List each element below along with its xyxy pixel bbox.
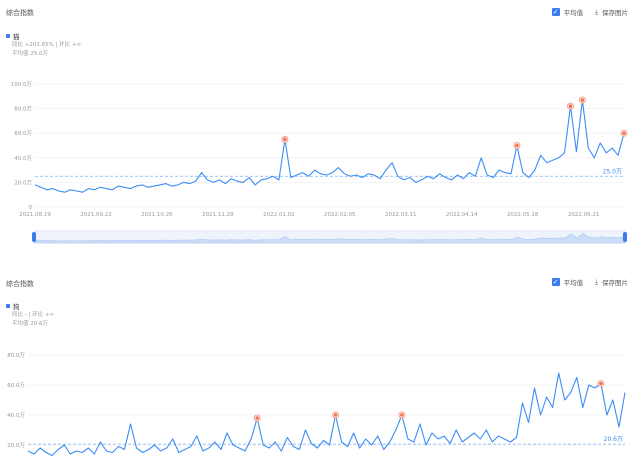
legend-color-swatch (6, 34, 10, 38)
x-tick-label: 2022.06.21 (568, 212, 600, 218)
y-tick-label: 60.0万 (14, 130, 32, 137)
legend-color-swatch (6, 304, 10, 308)
legend-label: 狗 (13, 303, 20, 311)
x-tick-label: 2021.09.22 (80, 212, 112, 218)
compare-text: 同比 - | 环比 +∞ (12, 312, 55, 318)
series-line (34, 99, 625, 193)
y-tick-label: 40.0万 (14, 155, 32, 162)
data-zoom-handle-left[interactable] (32, 232, 36, 242)
x-tick-label: 2022.02.05 (324, 212, 356, 218)
chart-panel-cat: 综合指数 ✓ 平均值 ⤓ 保存图片 猫 同比 +202.65% | 环比 +∞ … (6, 7, 628, 57)
average-checkbox[interactable]: ✓ (551, 8, 560, 16)
panel-title: 综合指数 (6, 9, 34, 17)
legend-item[interactable]: 猫 (6, 31, 20, 41)
data-zoom-handle-right[interactable] (623, 232, 627, 242)
toolbar: ✓ 平均值 ⤓ 保存图片 (551, 277, 628, 287)
y-tick-label: 100.0万 (11, 81, 33, 88)
x-tick-label: 2022.03.11 (385, 212, 417, 218)
average-checkbox[interactable]: ✓ (551, 278, 560, 286)
x-tick-label: 2021.08.19 (19, 212, 51, 218)
panel-title: 综合指数 (6, 280, 34, 288)
peak-marker-dot (568, 104, 573, 108)
average-text: 平均值 25.0万 (12, 51, 48, 57)
peak-marker-dot (580, 98, 585, 102)
data-zoom-preview (33, 232, 626, 244)
save-image-button[interactable]: 保存图片 (602, 279, 628, 287)
x-tick-label: 2022.04.14 (446, 212, 478, 218)
line-chart-cat: 0 20.0万 40.0万 60.0万 80.0万 100.0万 2021.08.19 202… (11, 81, 628, 244)
peak-marker-dot (283, 137, 287, 142)
peak-marker-dot (515, 143, 519, 148)
toolbar: ✓ 平均值 ⤓ 保存图片 (551, 7, 628, 17)
x-tick-label: 2021.11.29 (202, 212, 234, 218)
x-tick-label: 2022.01.02 (263, 212, 295, 218)
legend-label: 猫 (13, 33, 20, 41)
chart-panel-dog: 综合指数 ✓ 平均值 ⤓ 保存图片 狗 同比 - | 环比 +∞ 平均值 20.… (0, 270, 632, 469)
x-tick-label: 2021.10.26 (141, 212, 173, 218)
y-tick-label: 80.0万 (14, 106, 32, 113)
peak-marker-dot (622, 131, 626, 135)
download-icon[interactable]: ⤓ (595, 7, 598, 16)
average-text: 平均值 20.6万 (12, 321, 48, 327)
save-image-button[interactable]: 保存图片 (602, 9, 628, 17)
average-label: 25.0万 (603, 168, 622, 175)
y-tick-label: 0 (29, 205, 33, 211)
average-checkbox-label[interactable]: 平均值 (563, 279, 584, 287)
legend-item[interactable]: 狗 (6, 301, 20, 311)
y-tick-label: 20.0万 (14, 179, 32, 186)
download-icon[interactable]: ⤓ (595, 277, 598, 286)
compare-text: 同比 +202.65% | 环比 +∞ (12, 42, 82, 48)
x-tick-label: 2022.05.18 (507, 212, 539, 218)
average-checkbox-label[interactable]: 平均值 (563, 9, 584, 17)
